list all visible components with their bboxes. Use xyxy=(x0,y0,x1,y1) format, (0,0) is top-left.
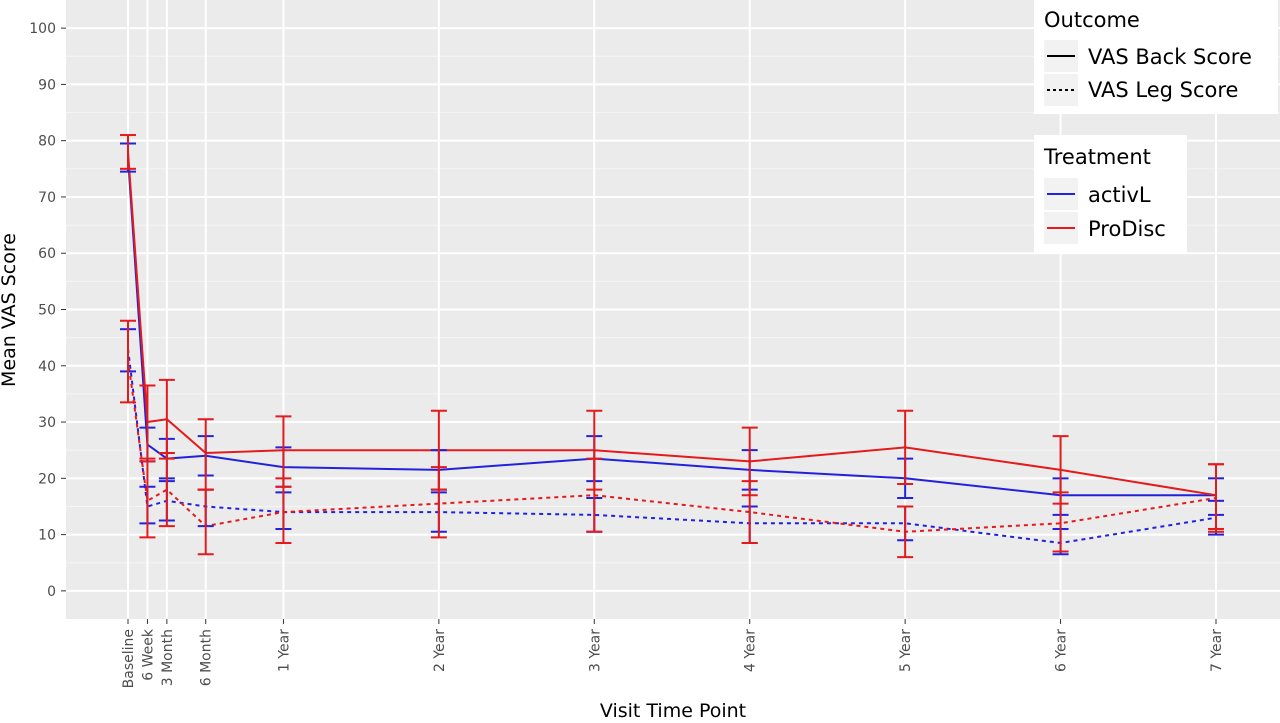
y-tick-label: 10 xyxy=(38,528,56,544)
y-tick-label: 70 xyxy=(38,190,56,206)
legend-outcome-title: Outcome xyxy=(1044,8,1140,32)
legend-label-activl: activL xyxy=(1088,183,1151,207)
errorbar-prodisc-leg xyxy=(139,460,156,539)
errorbar-prodisc-leg xyxy=(275,477,292,545)
x-tick-label: 5 Year xyxy=(898,629,914,672)
x-tick-label: 2 Year xyxy=(432,629,448,672)
x-axis-ticks: Baseline 6 Week 3 Month 6 Month 1 Year 2 Year… xyxy=(121,619,1225,688)
legend-treatment: Treatment activL ProDisc xyxy=(1034,135,1187,253)
x-tick-label: 7 Year xyxy=(1209,629,1225,672)
errorbar-prodisc-leg xyxy=(741,480,758,545)
x-tick-label: 6 Year xyxy=(1054,629,1070,672)
errorbar-prodisc-back xyxy=(139,384,156,460)
errorbar-prodisc-leg xyxy=(897,505,914,559)
errorbar-prodisc-leg xyxy=(430,466,447,539)
y-tick-label: 20 xyxy=(38,471,56,487)
y-tick-label: 0 xyxy=(47,584,56,600)
errorbar-prodisc-leg xyxy=(1208,463,1224,533)
y-tick-label: 50 xyxy=(38,303,56,319)
x-tick-label: 6 Week xyxy=(140,628,156,681)
x-tick-label: 6 Month xyxy=(199,629,215,686)
legend-treatment-title: Treatment xyxy=(1043,145,1151,169)
errorbar-prodisc-leg xyxy=(1052,491,1069,553)
legend-label-back: VAS Back Score xyxy=(1088,45,1252,69)
y-tick-label: 60 xyxy=(38,246,56,262)
x-tick-label: 3 Year xyxy=(587,629,603,672)
y-tick-label: 40 xyxy=(38,359,56,375)
legend-label-leg: VAS Leg Score xyxy=(1088,78,1238,102)
y-axis-title: Mean VAS Score xyxy=(0,233,20,387)
errorbar-prodisc-back xyxy=(897,409,914,485)
legend-label-prodisc: ProDisc xyxy=(1088,217,1166,241)
x-tick-label: 3 Month xyxy=(160,629,176,686)
y-tick-label: 100 xyxy=(29,21,56,37)
errorbar-prodisc-back xyxy=(120,134,136,170)
y-axis-ticks: 0 10 20 30 40 50 60 70 80 90 100 xyxy=(29,21,66,600)
y-tick-label: 90 xyxy=(38,77,56,93)
legend-outcome: Outcome VAS Back Score VAS Leg Score xyxy=(1034,0,1278,114)
y-tick-label: 30 xyxy=(38,415,56,431)
errorbar-prodisc-leg xyxy=(120,319,136,404)
errorbar-prodisc-leg xyxy=(197,488,214,556)
errorbar-prodisc-leg xyxy=(158,451,175,528)
y-tick-label: 80 xyxy=(38,134,56,150)
x-tick-label: 4 Year xyxy=(743,629,759,672)
x-tick-label: 1 Year xyxy=(276,629,292,672)
errorbar-prodisc-leg xyxy=(586,457,603,533)
x-tick-label: Baseline xyxy=(121,629,137,688)
errorbar-layer xyxy=(120,134,1224,559)
x-axis-title: Visit Time Point xyxy=(600,700,746,722)
